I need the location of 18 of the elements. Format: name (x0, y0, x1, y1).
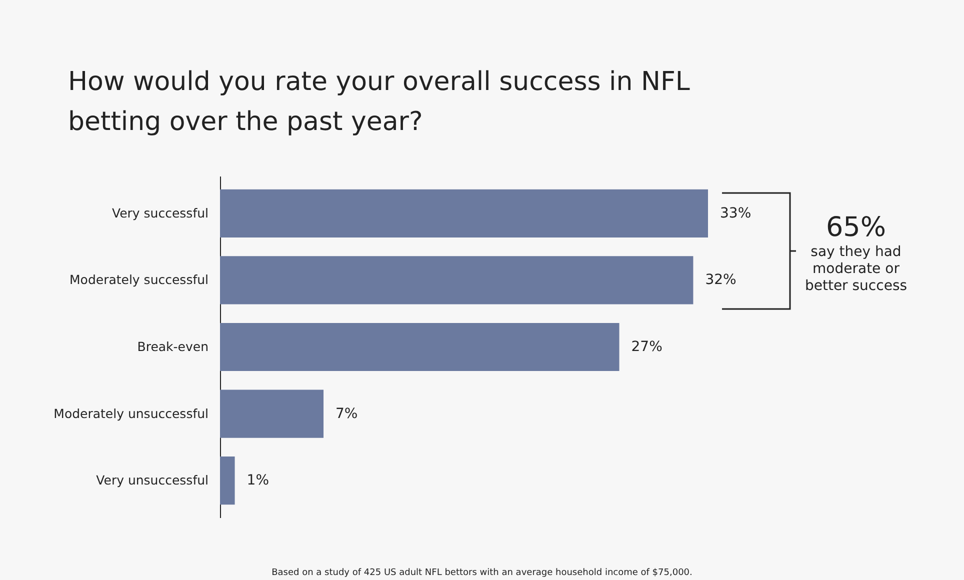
bar (220, 322, 620, 372)
y-tick-label: Very successful (112, 205, 208, 220)
text: Based on a study of 425 US adult NFL bettors with an average household income of $75,000. (270, 568, 694, 578)
data-label: 33% (720, 205, 752, 222)
bar (220, 456, 235, 505)
bar (220, 256, 694, 304)
data-label: 1% (246, 472, 270, 489)
bar (220, 390, 324, 438)
data-label: 7% (336, 406, 358, 422)
data-label: 27% (631, 339, 662, 355)
y-tick-label: Very unsuccessful (96, 472, 208, 488)
y-tick-label: Moderately successful (70, 272, 208, 288)
bar (220, 189, 708, 238)
y-tick-label: Moderately unsuccessful (54, 406, 208, 421)
text: 65% say they had moderate or better success (804, 212, 908, 295)
data-label: 32% (705, 272, 736, 288)
chart-title: How would you rate your overall success in NFL betting over the past year? (68, 66, 691, 139)
y-tick-label: Break-even (137, 339, 208, 354)
